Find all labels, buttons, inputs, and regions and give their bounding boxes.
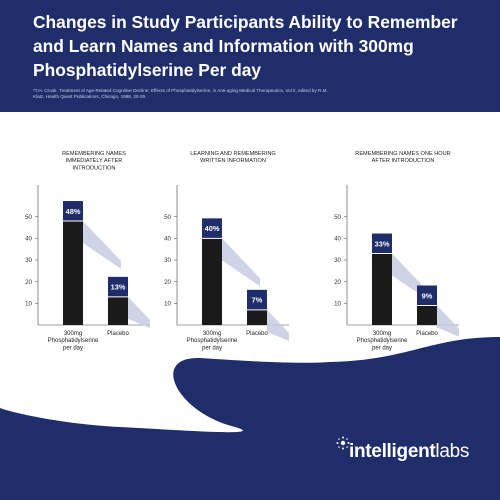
category-label-3-2: Placebo (416, 331, 438, 337)
bar-cap-3-1 (372, 233, 392, 254)
y-tick-label-3-40: 40 (334, 236, 341, 243)
charts-area: REMEMBERING NAMES IMMEDIATELY AFTER INTROD… (25, 151, 459, 351)
bar-value-label-3-1: 33% (375, 239, 390, 248)
brand-light: labs (435, 441, 470, 462)
bar-cap-2-1 (202, 218, 222, 239)
category-label-2-1: 300mg Phosphatidylserine per day (187, 331, 238, 351)
bar-shadow-2-2 (267, 309, 289, 341)
category-label-1-1: 300mg Phosphatidylserine per day (48, 331, 99, 351)
y-tick-label-2-30: 30 (164, 257, 171, 264)
bar-value-label-3-2: 9% (422, 291, 433, 300)
y-tick-label-1-10: 10 (25, 301, 32, 308)
y-tick-label-3-20: 20 (334, 279, 341, 286)
y-tick-label-1-20: 20 (25, 279, 32, 286)
bar-cap-1-1 (63, 201, 83, 222)
bar-value-label-1-1: 48% (66, 207, 81, 216)
bar-cap-3-2 (417, 285, 437, 306)
logo-mark-icon (336, 436, 350, 450)
header: Changes in Study Participants Ability to… (0, 0, 500, 112)
bar-cap-1-2 (108, 276, 128, 297)
bar-1-1 (63, 221, 83, 325)
y-tick-label-2-20: 20 (164, 279, 171, 286)
chart-title-1: REMEMBERING NAMES IMMEDIATELY AFTER INTROD… (62, 151, 126, 171)
y-tick-label-3-10: 10 (334, 301, 341, 308)
bar-value-label-1-2: 13% (111, 283, 126, 292)
y-tick-label-3-30: 30 (334, 257, 341, 264)
y-tick-label-2-50: 50 (164, 214, 171, 221)
y-tick-label-2-40: 40 (164, 236, 171, 243)
category-label-2-2: Placebo (246, 331, 268, 337)
bar-value-label-2-2: 7% (252, 296, 263, 305)
bar-3-1 (372, 253, 392, 325)
bar-2-1 (202, 238, 222, 325)
bar-cap-2-2 (247, 289, 267, 310)
bar-shadow-1-1 (83, 221, 121, 269)
bar-shadow-2-1 (222, 238, 260, 287)
y-tick-label-3-50: 50 (334, 214, 341, 221)
y-tick-label-2-10: 10 (164, 301, 171, 308)
chart-title-3: REMEMBERING NAMES ONE HOUR AFTER INTRODUC… (355, 151, 450, 164)
bar-1-2 (108, 296, 128, 325)
y-tick-label-1-40: 40 (25, 236, 32, 243)
brand-bold: intelligent (349, 441, 436, 462)
category-label-3-1: 300mg Phosphatidylserine per day (357, 331, 408, 351)
bar-shadow-1-2 (128, 296, 150, 328)
chart-title-2: LEARNING AND REMEMBERING WRITTEN INFORMAT… (190, 151, 275, 164)
citation-footnote: *T.H. Crook. Treatment of Age-Related Co… (33, 88, 328, 99)
bar-shadow-3-2 (437, 305, 459, 337)
brand-logo: intelligentlabs (336, 432, 486, 472)
y-tick-label-1-50: 50 (25, 214, 32, 221)
category-label-1-2: Placebo (107, 331, 129, 337)
y-tick-label-1-30: 30 (25, 257, 32, 264)
brand-wordmark: intelligentlabs (349, 432, 469, 472)
bar-3-2 (417, 305, 437, 325)
bar-2-2 (247, 309, 267, 325)
bar-value-label-2-1: 40% (205, 224, 220, 233)
page-title: Changes in Study Participants Ability to… (33, 12, 458, 80)
